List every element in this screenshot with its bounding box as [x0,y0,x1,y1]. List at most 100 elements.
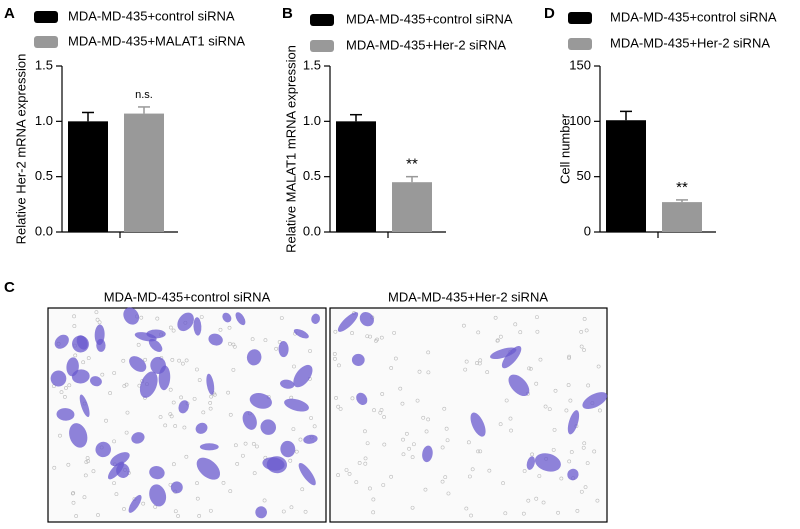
pore [381,483,386,487]
pore [108,391,112,395]
pore [235,461,240,466]
cell [193,317,202,336]
pore [498,422,503,427]
pore [121,358,126,363]
y-axis-label: Relative Her-2 mRNA expression [13,54,28,245]
pore [73,353,78,358]
pore [374,338,378,343]
pore [426,417,431,422]
cell [208,333,223,346]
cell [170,481,183,494]
pore [136,342,141,347]
cell [311,313,321,324]
cell [199,443,219,451]
pore [281,509,286,514]
y-axis-label: Relative MALAT1 mRNA expression [283,45,298,253]
cell [284,398,309,412]
cell [242,410,257,430]
pore [469,513,473,518]
pore [338,406,343,411]
pore [337,363,341,368]
pore [171,328,176,333]
panel-letter: C [4,279,15,296]
cell [95,441,112,458]
pore [209,394,214,399]
pore [184,358,189,363]
bar [662,202,702,232]
pore [534,496,539,501]
pore [182,425,187,430]
pore [579,344,584,349]
pore [308,349,312,353]
pore [443,475,448,480]
pore [97,320,102,325]
y-tick-label: 1.5 [303,57,321,72]
cell [526,456,536,470]
pore [309,416,313,420]
pore [176,514,180,518]
pore [52,465,57,470]
cell [66,357,79,377]
pore [485,370,490,375]
pore [179,395,183,400]
pore [592,449,597,454]
image-title: MDA-MD-435+Her-2 siRNA [388,289,548,304]
pore [442,406,447,411]
pore [64,386,68,390]
cell [582,392,608,410]
pore [312,424,317,429]
pore [504,398,509,403]
pore [208,400,213,405]
pore [158,415,163,419]
pore [547,407,552,412]
cell [150,356,166,374]
y-tick-label: 0 [584,223,591,238]
pore [333,356,337,361]
cell [293,364,313,388]
cell [79,394,90,418]
cell [293,328,309,339]
y-tick-label: 0.5 [303,168,321,183]
pore [389,366,394,370]
y-tick-label: 150 [569,57,591,72]
cell [50,370,67,387]
pore [58,433,62,438]
pore [527,366,531,371]
pore [493,315,498,320]
pore [184,454,189,459]
pore [333,329,338,334]
legend-swatch [34,36,58,48]
legend-label: MDA-MD-435+control siRNA [346,11,513,26]
pore [122,507,126,511]
pore [168,412,173,417]
cell [206,373,215,395]
micrograph [47,307,327,523]
cell [280,440,296,458]
pore [579,330,584,334]
pore [96,513,100,517]
pore [298,437,303,442]
pore [81,360,86,365]
pore [104,418,108,423]
pore [199,315,204,319]
cell [123,307,140,325]
cell [178,400,189,414]
bar [68,121,108,232]
pore [350,331,354,335]
pore [476,330,481,335]
cell [128,494,142,513]
y-tick-label: 1.5 [35,57,53,72]
pore [568,398,573,403]
pore [424,429,429,434]
pore [233,443,238,448]
image-frame [329,307,608,523]
pore [354,480,359,485]
pore [508,416,513,421]
pore [289,505,294,510]
pore [535,315,539,319]
pore [112,481,116,485]
pore [521,511,526,516]
cell [490,347,517,360]
pore [417,369,422,374]
pore [218,327,223,332]
